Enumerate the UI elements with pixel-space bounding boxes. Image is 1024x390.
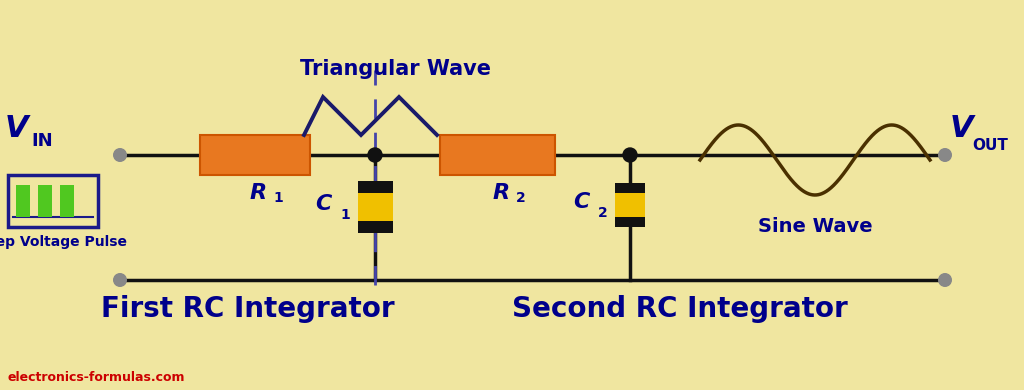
Bar (357, 193, 392, 221)
Circle shape (114, 149, 126, 161)
Text: R: R (250, 183, 267, 203)
Bar (38, 185, 52, 217)
Bar (357, 221, 392, 233)
Text: C: C (315, 194, 332, 214)
Bar (60, 185, 74, 217)
Text: 2: 2 (515, 191, 525, 205)
Text: C: C (573, 192, 590, 212)
Text: First RC Integrator: First RC Integrator (100, 295, 394, 323)
Circle shape (939, 149, 951, 161)
Text: Second RC Integrator: Second RC Integrator (512, 295, 848, 323)
Text: 1: 1 (341, 208, 350, 222)
Circle shape (114, 274, 126, 286)
Bar (200, 135, 310, 175)
Text: electronics-formulas.com: electronics-formulas.com (8, 371, 185, 384)
Bar (16, 185, 30, 217)
Bar (615, 217, 645, 227)
Bar (615, 183, 645, 193)
Text: V: V (5, 114, 29, 143)
Circle shape (623, 148, 637, 162)
Text: Sine Wave: Sine Wave (758, 217, 872, 236)
Text: Step Voltage Pulse: Step Voltage Pulse (0, 235, 127, 249)
Bar (357, 181, 392, 193)
Text: Triangular Wave: Triangular Wave (299, 59, 490, 79)
Text: OUT: OUT (972, 138, 1008, 153)
Text: R: R (493, 183, 510, 203)
Text: 2: 2 (598, 206, 608, 220)
Text: V: V (950, 114, 974, 143)
Text: 1: 1 (273, 191, 283, 205)
Text: IN: IN (31, 132, 52, 150)
Circle shape (939, 274, 951, 286)
Bar (8, 175, 98, 227)
Bar (615, 193, 645, 217)
Circle shape (368, 148, 382, 162)
Bar (440, 135, 555, 175)
